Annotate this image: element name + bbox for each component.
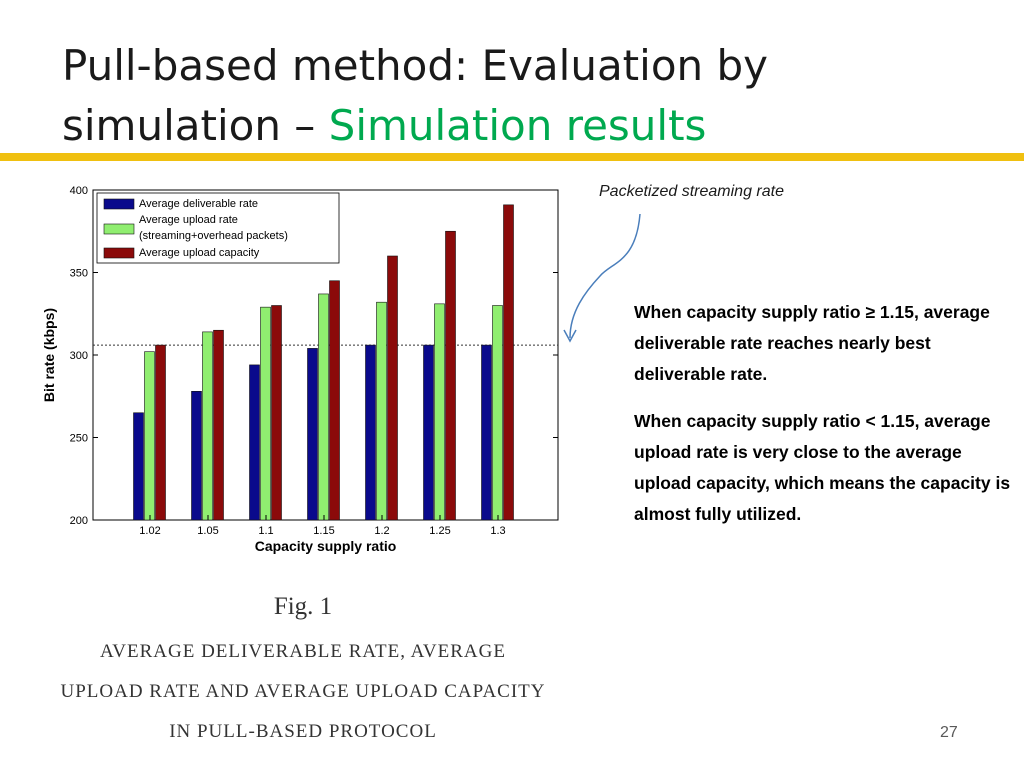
bar xyxy=(365,344,376,521)
title-divider xyxy=(0,153,1024,161)
y-tick-label: 400 xyxy=(70,185,88,197)
x-tick-label: 1.1 xyxy=(258,525,273,537)
title-line-2: simulation – xyxy=(62,101,329,150)
bar xyxy=(445,230,456,521)
figure-label: Fig. 1 xyxy=(273,593,333,620)
bar xyxy=(503,204,514,521)
legend-entry: (streaming+overhead packets) xyxy=(139,230,288,242)
legend-entry: Average deliverable rate xyxy=(139,198,258,210)
y-axis-label: Bit rate (kbps) xyxy=(41,308,57,402)
figure-caption: Fig. 1 AVERAGE DELIVERABLE RATE, AVERAGE… xyxy=(18,590,588,752)
legend-swatch xyxy=(103,247,135,259)
title-line-1: Pull-based method: Evaluation by xyxy=(62,41,769,90)
caption-line-2: UPLOAD RATE AND AVERAGE UPLOAD CAPACITY xyxy=(60,681,546,702)
x-tick-label: 1.02 xyxy=(139,525,160,537)
bar xyxy=(213,329,224,521)
bar xyxy=(387,255,398,521)
x-tick-label: 1.3 xyxy=(490,525,505,537)
bar xyxy=(307,348,318,521)
bar xyxy=(271,305,282,521)
legend-swatch xyxy=(103,223,135,235)
findings: When capacity supply ratio ≥ 1.15, avera… xyxy=(634,297,1014,546)
bar xyxy=(144,351,155,521)
finding-1: When capacity supply ratio ≥ 1.15, avera… xyxy=(634,302,990,384)
slide-title: Pull-based method: Evaluation by simulati… xyxy=(62,36,768,156)
x-tick-label: 1.25 xyxy=(429,525,450,537)
annotation-label: Packetized streaming rate xyxy=(599,183,784,200)
bar xyxy=(191,391,202,521)
finding-2: When capacity supply ratio < 1.15, avera… xyxy=(634,411,1011,524)
bar xyxy=(481,344,492,521)
bar xyxy=(249,364,260,521)
y-tick-label: 200 xyxy=(70,515,88,527)
legend-entry: Average upload rate xyxy=(139,214,238,226)
legend xyxy=(96,192,340,264)
bar xyxy=(133,412,144,521)
y-tick-label: 300 xyxy=(70,350,88,362)
caption-line-3: IN PULL-BASED PROTOCOL xyxy=(169,721,437,742)
y-tick-label: 350 xyxy=(70,268,88,280)
x-tick-label: 1.05 xyxy=(197,525,218,537)
y-tick-label: 250 xyxy=(70,433,88,445)
title-highlight: Simulation results xyxy=(328,101,707,150)
caption-line-1: AVERAGE DELIVERABLE RATE, AVERAGE xyxy=(100,641,506,662)
legend-swatch xyxy=(103,198,135,210)
x-tick-label: 1.15 xyxy=(313,525,334,537)
bar xyxy=(202,331,213,521)
bar xyxy=(423,344,434,521)
legend-entry: Average upload capacity xyxy=(139,247,260,259)
x-axis-label: Capacity supply ratio xyxy=(255,538,397,554)
bar xyxy=(329,280,340,521)
bar-chart: 200 250 300 350 400 1.02 1.05 1.1 1.15 1.2 1.25 1.3… xyxy=(41,185,559,554)
bar xyxy=(155,344,166,521)
annotation-arrow xyxy=(563,213,641,343)
x-tick-label: 1.2 xyxy=(374,525,389,537)
page-number: 27 xyxy=(940,724,958,741)
